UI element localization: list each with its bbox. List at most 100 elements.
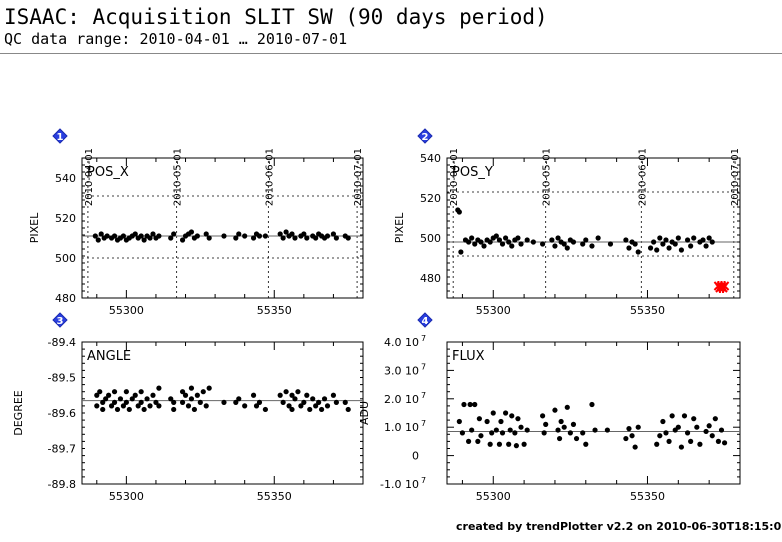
y-axis-label: DEGREE	[12, 390, 25, 436]
y-tick-label: 500	[55, 252, 76, 265]
data-point	[580, 241, 586, 247]
data-point	[691, 235, 697, 241]
data-point	[712, 416, 718, 422]
data-point	[506, 441, 512, 447]
data-point	[120, 233, 127, 239]
data-point	[191, 406, 197, 413]
data-point	[150, 392, 156, 398]
data-point	[549, 237, 555, 243]
data-point	[512, 430, 518, 436]
y-axis-label: ADU	[358, 401, 371, 425]
data-point	[262, 406, 268, 413]
data-point	[100, 406, 106, 413]
header-divider	[0, 53, 782, 54]
date-tick-label: 2010-04-01	[84, 148, 95, 206]
data-point	[138, 233, 144, 239]
data-point	[558, 418, 564, 425]
data-point	[467, 401, 473, 408]
y-tick-label: -1.0 10	[380, 478, 419, 491]
data-point	[179, 237, 186, 243]
data-point	[100, 399, 106, 405]
y-tick-label: 500	[420, 232, 441, 245]
data-point	[684, 430, 691, 436]
data-point	[179, 399, 186, 405]
data-point	[456, 418, 462, 425]
data-point	[469, 235, 475, 241]
data-point	[496, 441, 503, 447]
data-point	[129, 396, 135, 402]
y-tick-exponent: 7	[421, 334, 426, 343]
panel-angle	[52, 312, 364, 485]
data-point	[333, 235, 339, 241]
data-point	[242, 233, 248, 239]
data-point	[132, 392, 138, 398]
data-point	[583, 237, 589, 243]
y-tick-label: -89.8	[48, 478, 76, 491]
panel-pos-x	[52, 128, 364, 299]
data-point	[552, 407, 558, 413]
data-point	[541, 430, 547, 436]
data-point	[481, 243, 487, 249]
data-point	[675, 235, 681, 241]
x-tick-label: 55350	[257, 490, 292, 503]
y-tick-label: -89.6	[48, 407, 76, 420]
data-point	[194, 233, 200, 239]
data-point	[150, 231, 156, 237]
y-axis-label: PIXEL	[28, 212, 41, 243]
data-point	[141, 406, 147, 413]
data-point	[156, 233, 162, 239]
data-point	[472, 401, 478, 408]
data-point	[589, 401, 595, 408]
data-point	[95, 237, 101, 243]
data-point	[98, 231, 104, 237]
data-point	[570, 421, 577, 427]
data-point	[321, 396, 328, 402]
data-point	[132, 231, 138, 237]
data-point	[301, 399, 307, 405]
data-point	[478, 239, 484, 245]
data-point	[513, 443, 519, 449]
data-point	[106, 392, 112, 398]
y-tick-label: -89.4	[48, 336, 76, 349]
data-point	[489, 430, 495, 436]
data-point	[669, 413, 675, 419]
data-point	[141, 237, 147, 243]
data-point	[280, 399, 286, 405]
data-point	[715, 438, 722, 444]
data-point	[197, 399, 203, 405]
data-point	[472, 241, 478, 247]
panel-pos-y	[417, 128, 741, 299]
data-point	[570, 239, 577, 245]
data-point	[499, 241, 506, 247]
data-point	[103, 396, 109, 402]
data-point	[250, 235, 257, 241]
data-point	[583, 441, 589, 447]
data-point	[295, 389, 301, 395]
data-point	[660, 418, 666, 425]
data-point	[623, 237, 629, 243]
y-tick-label: -89.5	[48, 372, 76, 385]
data-point	[318, 406, 325, 413]
data-point	[280, 235, 286, 241]
data-point	[663, 430, 669, 436]
data-point	[465, 438, 472, 444]
data-point	[496, 237, 503, 243]
data-point	[567, 430, 573, 436]
data-point	[298, 403, 304, 409]
data-point	[564, 404, 570, 410]
page-subtitle: QC data range: 2010-04-01 … 2010-07-01	[4, 30, 348, 48]
data-point	[700, 237, 706, 243]
panel-index-badge	[52, 312, 68, 328]
data-point	[515, 235, 521, 241]
data-point	[92, 233, 98, 239]
data-point	[94, 392, 100, 398]
data-point	[330, 231, 337, 237]
data-point	[179, 389, 186, 395]
data-point	[171, 406, 177, 413]
data-point	[663, 237, 669, 243]
outlier-point	[719, 281, 730, 291]
data-point	[283, 229, 289, 235]
data-point	[490, 410, 496, 416]
data-point	[147, 235, 153, 241]
x-tick-label: 55350	[630, 490, 665, 503]
